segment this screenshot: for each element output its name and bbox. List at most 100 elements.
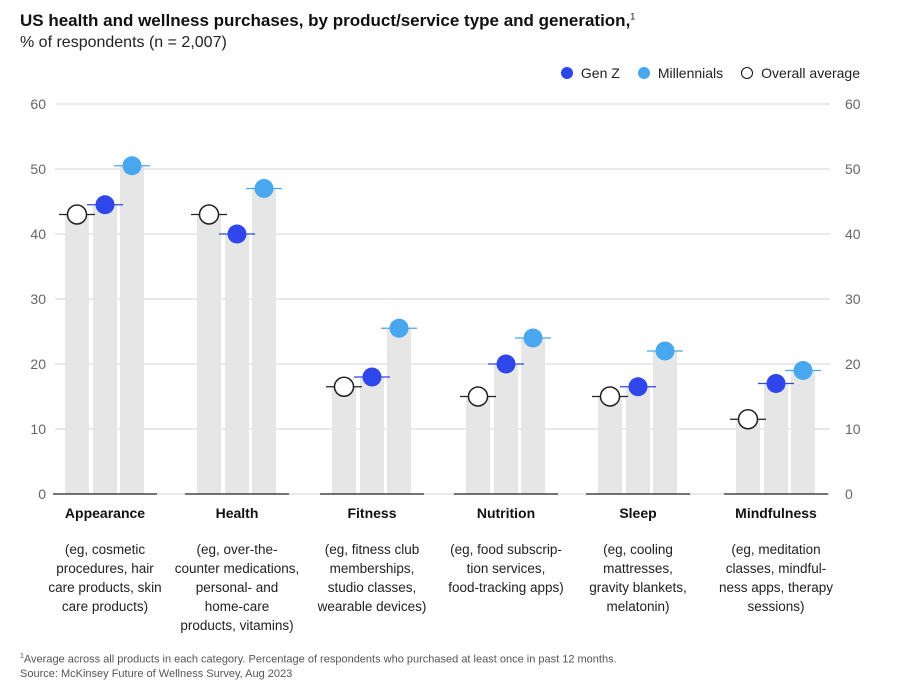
data-point	[628, 377, 648, 397]
chart-title-text: US health and wellness purchases, by pro…	[20, 11, 631, 30]
category-description-line: gravity blankets,	[589, 580, 687, 595]
category-description-line: procedures, hair	[56, 561, 154, 576]
title-footnote-marker: 1	[630, 11, 636, 22]
category-description-line: sessions)	[747, 599, 804, 614]
data-point	[737, 409, 759, 430]
category-description-line: ness apps, therapy	[719, 580, 833, 595]
category-description-line: personal- and	[196, 580, 279, 595]
category-label: Nutrition	[477, 505, 535, 521]
bar	[494, 364, 518, 494]
y-tick-label-right: 0	[845, 486, 853, 502]
category-description-line: home-care	[205, 599, 270, 614]
category-description-line: products, vitamins)	[180, 618, 293, 633]
category-description-line: (eg, fitness club	[325, 542, 420, 557]
category-description-line: mattresses,	[603, 561, 673, 576]
y-tick-label-left: 30	[30, 291, 46, 307]
bar	[653, 351, 677, 494]
legend-swatch-overall-average	[741, 67, 754, 79]
bar	[252, 188, 276, 494]
bar	[120, 165, 144, 494]
category-description-line: tion services,	[467, 561, 546, 576]
data-point	[333, 376, 355, 397]
footnote-note: 1Average across all products in each cat…	[20, 650, 617, 667]
y-tick-label-right: 20	[845, 356, 861, 372]
footnote-text: Average across all products in each cate…	[23, 653, 617, 666]
bar	[626, 386, 650, 494]
category-description-line: counter medications,	[175, 561, 300, 576]
y-tick-label-left: 20	[30, 356, 46, 372]
category-description-line: wearable devices)	[317, 599, 427, 614]
data-point	[389, 318, 409, 338]
y-tick-label-left: 60	[30, 96, 46, 112]
data-point	[766, 374, 786, 393]
category-description-line: care products)	[62, 599, 148, 614]
data-point	[227, 224, 247, 244]
chart-subtitle: % of respondents (n = 2,007)	[20, 34, 227, 51]
y-tick-label-right: 50	[845, 161, 861, 177]
legend-swatch-gen-z	[560, 67, 573, 79]
bar	[387, 328, 411, 494]
y-tick-label-left: 0	[38, 486, 46, 502]
category-label: Appearance	[65, 505, 145, 521]
data-point	[523, 328, 543, 348]
category-description-line: studio classes,	[328, 580, 417, 595]
data-point	[362, 367, 382, 387]
y-tick-label-right: 60	[845, 96, 861, 112]
category-description-line: (eg, meditation	[731, 542, 820, 557]
bar	[521, 338, 545, 494]
y-tick-label-right: 10	[845, 421, 861, 437]
y-tick-label-left: 40	[30, 226, 46, 242]
data-point	[599, 386, 621, 407]
category-description-line: food-tracking apps)	[448, 580, 564, 595]
bar	[466, 396, 490, 494]
legend: Gen Z Millennials Overall average	[543, 65, 860, 81]
bar	[197, 214, 221, 494]
bar	[225, 234, 249, 494]
bar	[93, 204, 117, 494]
chart-title: US health and wellness purchases, by pro…	[20, 11, 635, 31]
category-label: Sleep	[619, 505, 656, 521]
data-point	[66, 204, 88, 225]
footnote: 1Average across all products in each cat…	[20, 650, 617, 681]
legend-item-gen-z: Gen Z	[560, 65, 620, 81]
category-description-line: care products, skin	[48, 580, 161, 595]
data-point	[122, 156, 142, 176]
category-description-line: (eg, over-the-	[196, 542, 277, 557]
category-description-line: (eg, cosmetic	[65, 542, 146, 557]
footnote-source: Source: McKinsey Future of Wellness Surv…	[20, 667, 293, 680]
category-description-line: (eg, food subscrip-	[450, 542, 562, 557]
legend-swatch-millennials	[637, 67, 650, 79]
category-label: Health	[216, 505, 259, 521]
category-description-line: (eg, cooling	[603, 542, 673, 557]
category-label: Mindfulness	[735, 505, 817, 521]
legend-item-overall-average: Overall average	[741, 65, 860, 81]
data-point	[198, 204, 220, 225]
bar	[791, 370, 815, 494]
data-point	[95, 195, 115, 215]
data-point	[496, 354, 516, 374]
legend-label-millennials: Millennials	[657, 65, 724, 81]
y-tick-label-left: 50	[30, 161, 46, 177]
bar	[360, 377, 384, 494]
data-point	[655, 341, 675, 361]
bar	[736, 419, 760, 494]
data-point	[793, 361, 813, 380]
bar	[764, 383, 788, 494]
bar	[65, 214, 89, 494]
bar	[332, 386, 356, 494]
category-description-line: melatonin)	[606, 599, 669, 614]
data-point	[254, 179, 274, 198]
legend-item-millennials: Millennials	[637, 65, 724, 81]
legend-label-overall-average: Overall average	[761, 65, 860, 81]
y-tick-label-right: 40	[845, 226, 861, 242]
data-point	[467, 386, 489, 407]
category-description-line: classes, mindful-	[726, 561, 827, 576]
y-tick-label-left: 10	[30, 421, 46, 437]
legend-label-gen-z: Gen Z	[580, 65, 620, 81]
category-description-line: memberships,	[330, 561, 415, 576]
bar	[598, 396, 622, 494]
footnote-marker: 1	[20, 653, 24, 660]
y-tick-label-right: 30	[845, 291, 861, 307]
category-label: Fitness	[347, 505, 396, 521]
